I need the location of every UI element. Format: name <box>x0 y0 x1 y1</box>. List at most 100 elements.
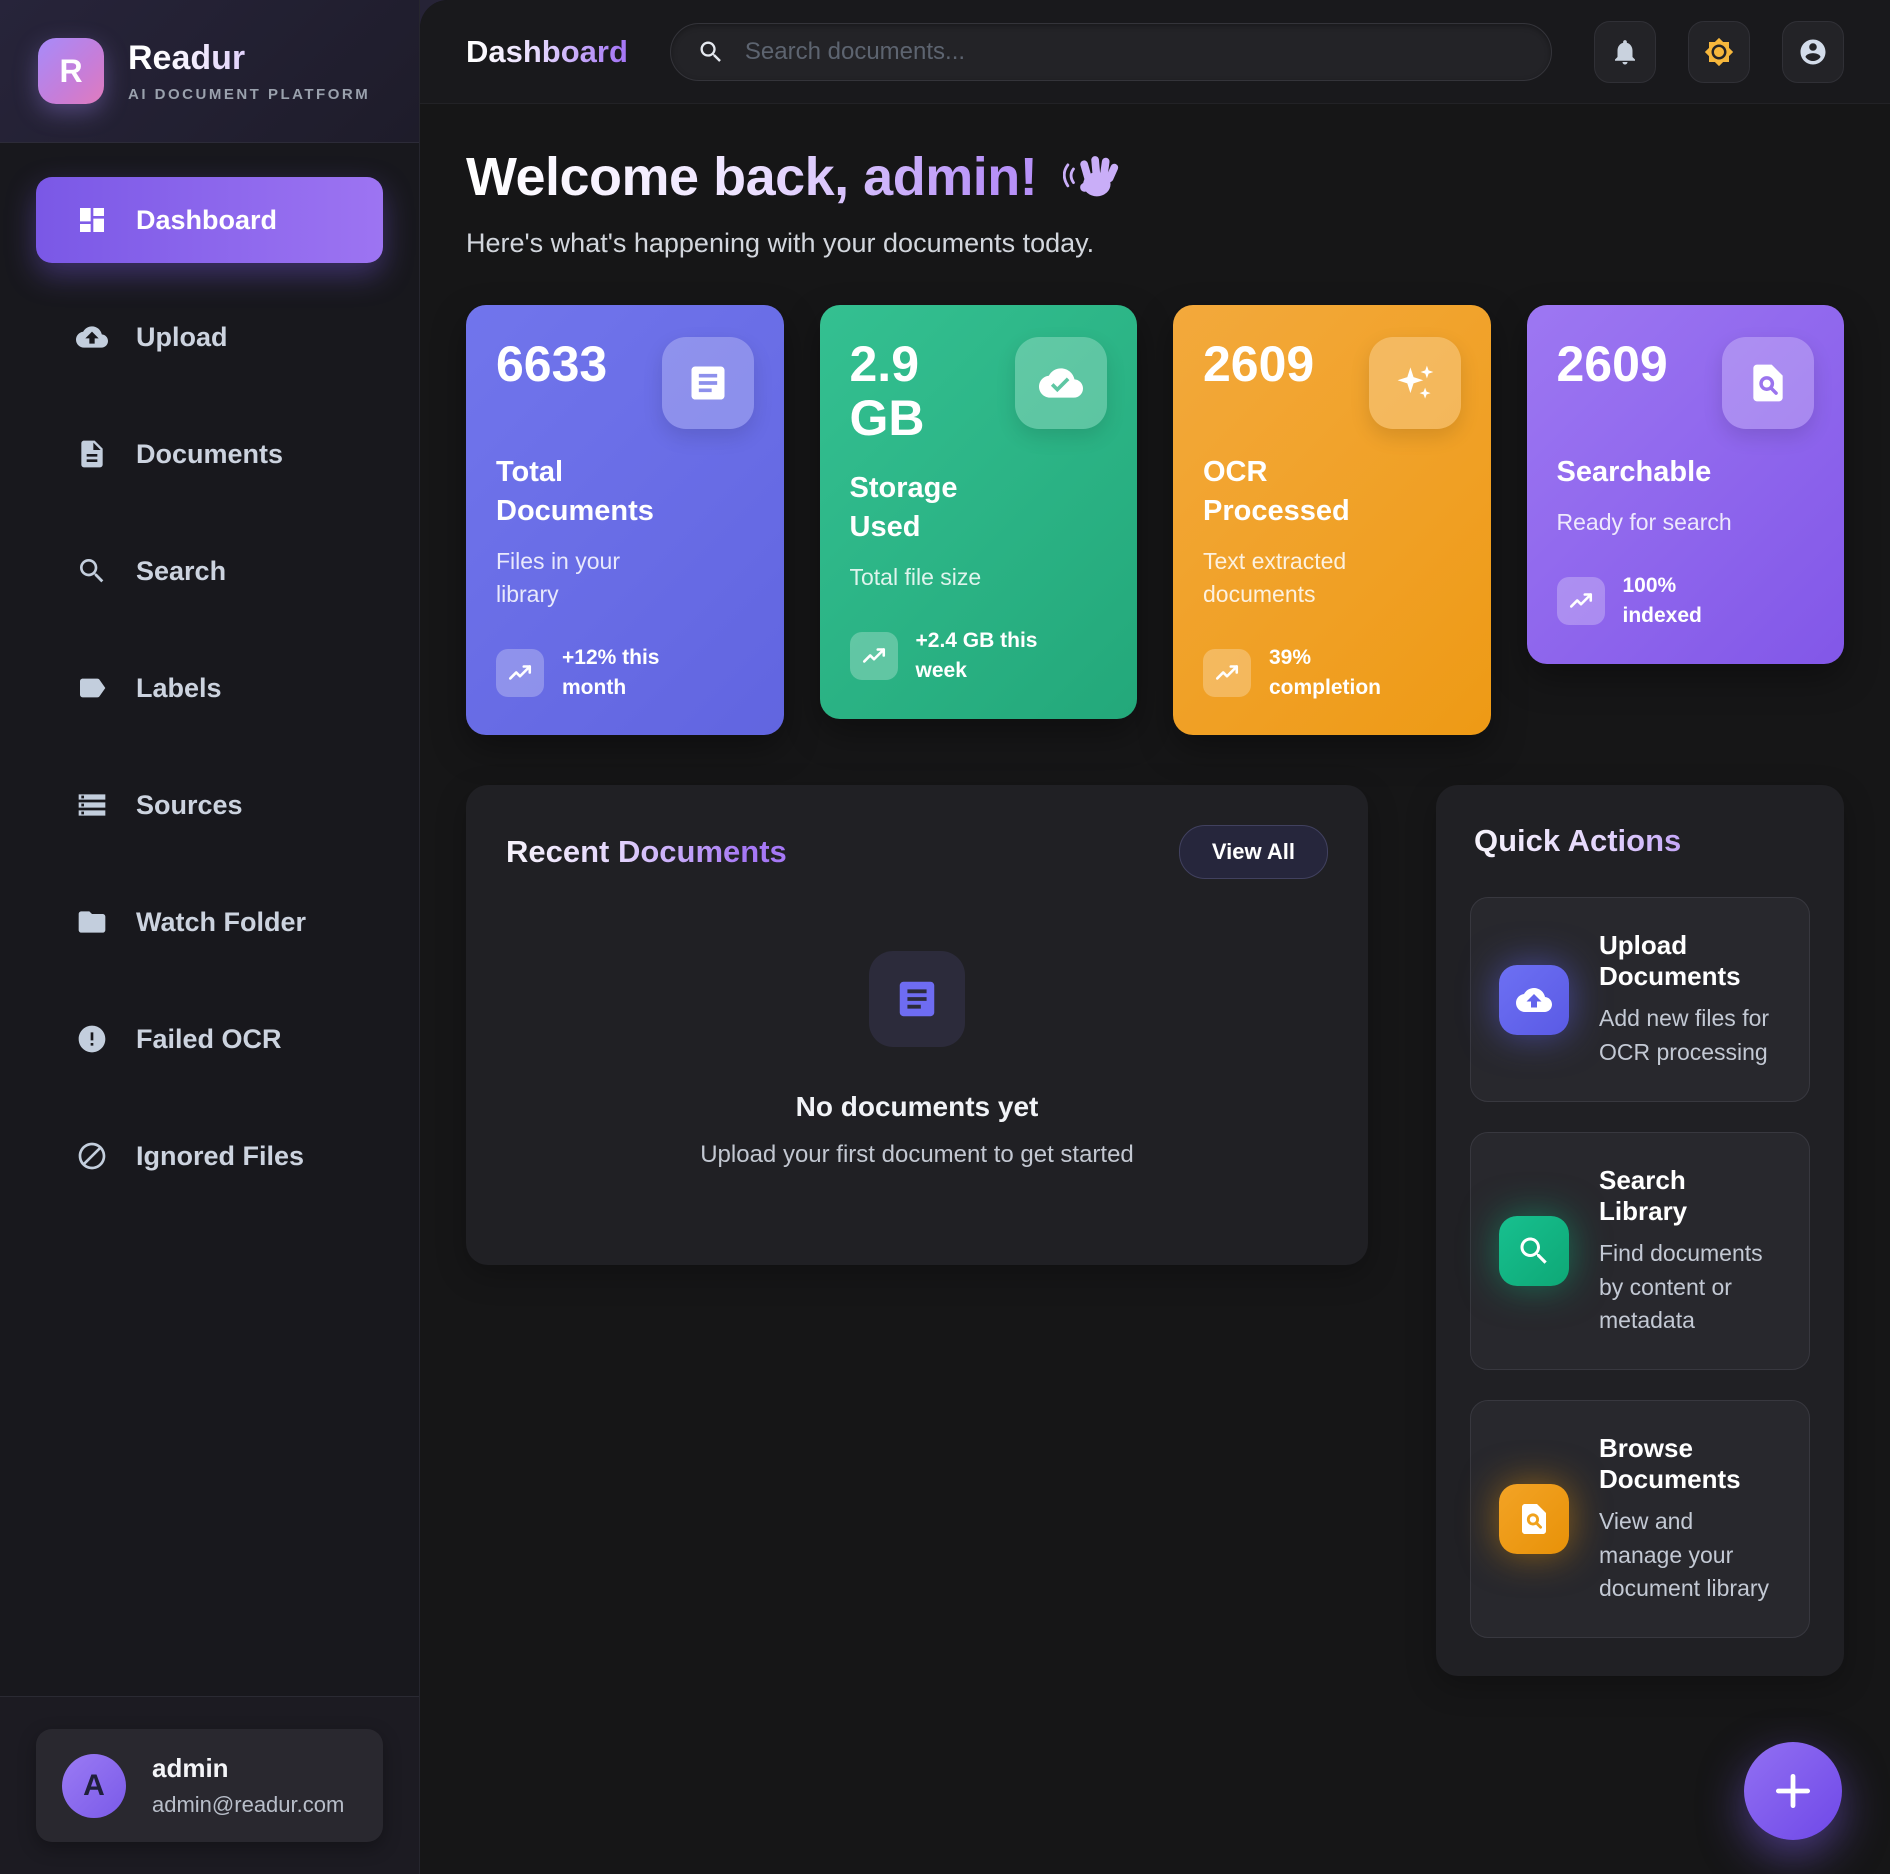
theme-sun-icon <box>1704 37 1734 66</box>
notifications-button[interactable] <box>1594 20 1656 83</box>
topbar-actions <box>1594 20 1844 83</box>
sidebar-item-label: Documents <box>136 438 284 469</box>
welcome-subtitle: Here's what's happening with your docume… <box>466 228 1095 258</box>
action-description: Add new files for OCR processing <box>1599 1005 1770 1065</box>
stat-trend: 39% completion <box>1203 643 1461 704</box>
trending-up-icon <box>1556 577 1605 626</box>
stat-card-searchable: 2609 Searchable Ready for search <box>1526 305 1844 664</box>
add-document-fab[interactable] <box>1744 1742 1842 1840</box>
sidebar-item-watch-folder[interactable]: Watch Folder <box>36 879 383 965</box>
action-browse-documents[interactable]: Browse Documents View and manage your do… <box>1470 1400 1810 1639</box>
welcome-title: Welcome back, admin! <box>466 147 1038 207</box>
recent-documents-title: Recent Documents <box>506 834 787 870</box>
article-icon <box>899 982 935 1017</box>
action-text: Browse Documents View and manage your do… <box>1599 1433 1781 1605</box>
sidebar-item-search[interactable]: Search <box>36 528 383 614</box>
sidebar-item-label: Dashboard <box>136 204 278 235</box>
page-title: Dashboard <box>466 33 628 69</box>
cloud-upload-icon <box>76 326 108 348</box>
sidebar-item-failed-ocr[interactable]: Failed OCR <box>36 996 383 1082</box>
brand-logo: R <box>38 38 104 104</box>
article-icon <box>691 366 724 400</box>
account-button[interactable] <box>1782 20 1844 83</box>
empty-state-title: No documents yet <box>795 1091 1039 1123</box>
folder-icon <box>78 911 106 933</box>
dashboard-content: Welcome back, admin! Here's what's <box>420 104 1890 1874</box>
brand-logo-letter: R <box>59 52 83 89</box>
user-card[interactable]: A admin admin@readur.com <box>36 1729 383 1842</box>
stat-trend-text: +12% this month <box>562 645 660 700</box>
brand-text: Readur AI DOCUMENT PLATFORM <box>128 39 370 103</box>
sidebar-item-label: Upload <box>136 321 228 352</box>
cloud-upload-icon <box>1499 964 1569 1035</box>
sidebar-item-label: Failed OCR <box>136 1023 282 1054</box>
sidebar-item-labels[interactable]: Labels <box>36 645 383 731</box>
brand-header: R Readur AI DOCUMENT PLATFORM <box>0 0 419 143</box>
stat-icon-chip <box>1015 337 1107 429</box>
action-upload-documents[interactable]: Upload Documents Add new files for OCR p… <box>1470 897 1810 1103</box>
sidebar-item-upload[interactable]: Upload <box>36 294 383 380</box>
file-search-icon <box>1753 364 1783 402</box>
sidebar-footer: A admin admin@readur.com <box>0 1696 419 1874</box>
stat-label: OCR Processed <box>1203 456 1350 528</box>
sidebar-item-sources[interactable]: Sources <box>36 762 383 848</box>
sidebar-item-dashboard[interactable]: Dashboard <box>36 177 383 263</box>
sidebar-item-label: Watch Folder <box>136 906 307 937</box>
sidebar: R Readur AI DOCUMENT PLATFORM Dashboard … <box>0 0 420 1874</box>
search-input[interactable] <box>744 37 1525 66</box>
action-text: Search Library Find documents by content… <box>1599 1165 1781 1337</box>
action-search-library[interactable]: Search Library Find documents by content… <box>1470 1132 1810 1371</box>
welcome-header: Welcome back, admin! <box>466 146 1844 208</box>
quick-actions-panel: Quick Actions Upload Documents Add new f… <box>1436 785 1844 1677</box>
stat-label: Storage Used <box>849 472 958 544</box>
quick-actions-title: Quick Actions <box>1474 823 1806 859</box>
empty-state: No documents yet Upload your first docum… <box>506 879 1328 1225</box>
quick-actions-list: Upload Documents Add new files for OCR p… <box>1470 897 1810 1639</box>
trending-up-icon <box>496 649 544 698</box>
sidebar-item-documents[interactable]: Documents <box>36 411 383 497</box>
global-search[interactable] <box>669 22 1552 81</box>
account-circle-icon <box>1800 39 1826 64</box>
file-search-icon <box>1499 1484 1569 1555</box>
action-title: Upload Documents <box>1599 930 1741 992</box>
document-icon <box>81 440 103 468</box>
user-info: admin admin@readur.com <box>152 1753 344 1818</box>
action-description: Find documents by content or metadata <box>1599 1240 1763 1333</box>
stat-icon-chip <box>1722 337 1814 429</box>
bell-icon <box>1615 39 1635 64</box>
empty-state-icon-box <box>869 951 965 1048</box>
sidebar-item-label: Ignored Files <box>136 1140 305 1171</box>
stat-card-storage-used: 2.9 GB Storage Used Total file size +2.4… <box>819 305 1137 719</box>
stat-card-total-documents: 6633 Total Documents Files in your libra… <box>466 305 784 736</box>
stat-description: Total file size <box>849 564 982 591</box>
stat-trend-text: 100% indexed <box>1622 573 1702 628</box>
sidebar-item-ignored-files[interactable]: Ignored Files <box>36 1113 383 1199</box>
stats-grid: 6633 Total Documents Files in your libra… <box>466 305 1844 736</box>
view-all-button[interactable]: View All <box>1178 825 1328 880</box>
empty-state-subtitle: Upload your first document to get starte… <box>700 1141 1134 1169</box>
plus-icon <box>1775 1773 1811 1809</box>
stat-description: Files in your library <box>496 548 620 607</box>
stat-label: Total Documents <box>496 456 654 528</box>
stat-description: Ready for search <box>1556 509 1732 536</box>
main-area: Dashboard Welcome back, admin! <box>420 0 1890 1874</box>
user-name: admin <box>152 1753 229 1783</box>
trending-up-icon <box>1203 649 1251 698</box>
user-email: admin@readur.com <box>152 1792 345 1817</box>
sidebar-item-label: Labels <box>136 672 222 703</box>
stat-description: Text extracted documents <box>1203 548 1347 607</box>
block-icon <box>78 1142 106 1170</box>
brand-name: Readur <box>128 39 370 78</box>
stat-trend: +2.4 GB this week <box>849 626 1108 687</box>
theme-toggle-button[interactable] <box>1688 20 1750 83</box>
storage-list-icon <box>78 794 106 816</box>
search-icon <box>1499 1216 1569 1287</box>
action-title: Browse Documents <box>1599 1433 1741 1495</box>
alert-circle-icon <box>78 1025 106 1053</box>
sidebar-item-label: Sources <box>136 789 243 820</box>
stat-trend: +12% this month <box>496 643 754 704</box>
stat-trend-text: +2.4 GB this week <box>915 628 1038 683</box>
stat-icon-chip <box>1368 337 1461 429</box>
stat-trend-text: 39% completion <box>1269 645 1382 700</box>
